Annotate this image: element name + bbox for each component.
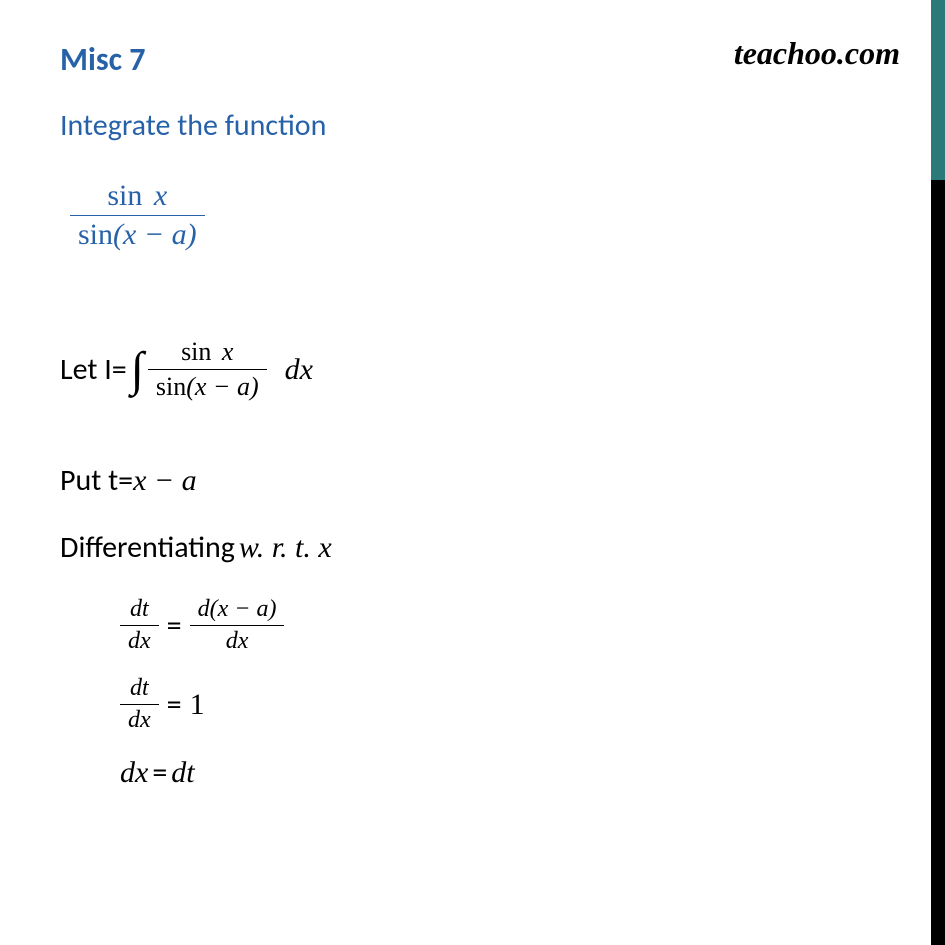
d1-left-num: dt bbox=[120, 596, 159, 625]
derivative-eq-3: dx = dt bbox=[120, 754, 945, 791]
d1-equals: = bbox=[167, 607, 182, 644]
page-subheading: Integrate the function bbox=[60, 107, 945, 144]
put-expr: x − a bbox=[133, 464, 197, 498]
d3-rhs: dt bbox=[171, 756, 194, 790]
integral-sign: ∫ bbox=[131, 342, 144, 397]
put-substitution: Put t = x − a bbox=[60, 462, 945, 499]
put-label: Put t bbox=[60, 462, 118, 499]
main-fraction: sin x sin(x − a) bbox=[70, 179, 945, 252]
d1-right-den: dx bbox=[190, 625, 285, 655]
d1-right-num: d(x − a) bbox=[190, 596, 285, 625]
int-den-sin: sin bbox=[156, 372, 186, 401]
sin-text: sin bbox=[107, 179, 142, 212]
side-accent-teal bbox=[931, 0, 945, 180]
d2-rhs: 1 bbox=[190, 688, 205, 722]
dx-text: dx bbox=[285, 353, 313, 387]
d1-left-den: dx bbox=[120, 625, 159, 655]
derivative-eq-2: dt dx = 1 bbox=[120, 675, 945, 734]
differentiating-line: Differentiating w. r. t. x bbox=[60, 529, 945, 566]
int-num-x: x bbox=[222, 337, 234, 366]
d3-equals: = bbox=[152, 754, 167, 791]
wrt-text: w. r. t. x bbox=[239, 531, 332, 565]
put-equals: = bbox=[118, 462, 133, 499]
int-num-sin: sin bbox=[181, 337, 211, 366]
equals-sign: = bbox=[112, 351, 127, 388]
d2-equals: = bbox=[167, 686, 182, 723]
d2-left-num: dt bbox=[120, 675, 159, 704]
den-inner: (x − a) bbox=[113, 218, 197, 251]
watermark-text: teachoo.com bbox=[734, 35, 900, 72]
let-i-label: Let I bbox=[60, 351, 112, 388]
int-den-inner: (x − a) bbox=[186, 372, 258, 401]
d3-lhs: dx bbox=[120, 756, 148, 790]
d2-left-den: dx bbox=[120, 704, 159, 734]
diff-label: Differentiating bbox=[60, 529, 235, 566]
sin-text-den: sin bbox=[78, 218, 113, 251]
let-i-equation: Let I = ∫ sin x sin(x − a) dx bbox=[60, 337, 945, 402]
derivative-eq-1: dt dx = d(x − a) dx bbox=[120, 596, 945, 655]
x-var: x bbox=[154, 179, 167, 212]
side-accent-black bbox=[931, 180, 945, 945]
